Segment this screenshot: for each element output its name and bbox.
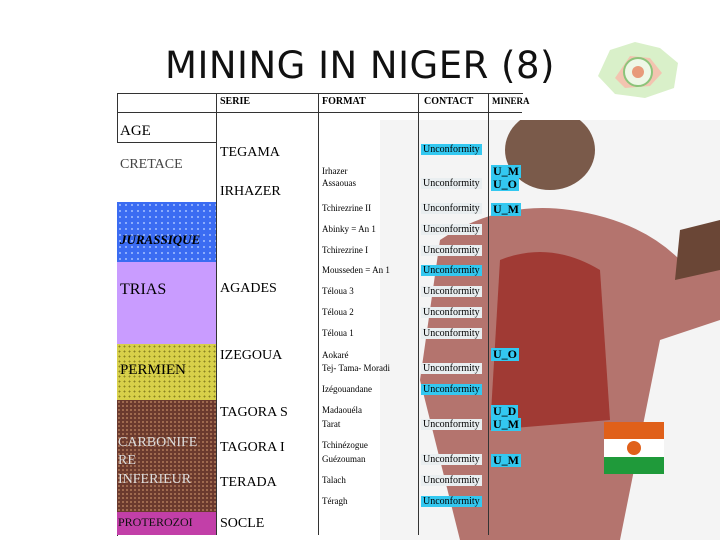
divider xyxy=(418,93,419,535)
contact-unconformity: Unconformity xyxy=(421,384,482,395)
contact-unconformity: Unconformity xyxy=(421,144,482,155)
divider xyxy=(216,93,217,535)
format-item: Abinky = An 1 xyxy=(322,224,376,234)
age-label: AGE xyxy=(120,123,151,139)
format-item: Tej- Tama- Moradi xyxy=(322,363,391,373)
format-item: Tchirezrine II xyxy=(322,203,372,213)
contact-unconformity: Unconformity xyxy=(421,328,482,339)
contact-unconformity: Unconformity xyxy=(421,178,482,189)
contact-unconformity: Unconformity xyxy=(421,245,482,256)
format-item: Tchirezrine I xyxy=(322,245,369,255)
contact-unconformity: Unconformity xyxy=(421,419,482,430)
age-label-proterozoi: PROTEROZOI xyxy=(118,515,193,529)
format-item: Téloua 2 xyxy=(322,307,354,317)
contact-unconformity: Unconformity xyxy=(421,203,482,214)
header-format: FORMAT xyxy=(322,96,366,107)
mineral-badge: U_D xyxy=(491,404,519,418)
mineral-badge: U_M xyxy=(491,417,521,431)
serie-tagora-s: TAGORA S xyxy=(220,405,288,420)
contact-unconformity: Unconformity xyxy=(421,475,482,486)
format-item: Aokaré xyxy=(322,350,349,360)
mineral-badge: U_M xyxy=(491,453,521,467)
age-band-permien xyxy=(117,344,216,400)
age-label-trias: TRIAS xyxy=(120,281,167,298)
serie-tagora-i: TAGORA I xyxy=(220,440,285,455)
format-item: Tchinézogue xyxy=(322,440,368,450)
serie-socle: SOCLE xyxy=(220,516,265,531)
contact-unconformity: Unconformity xyxy=(421,286,482,297)
format-item: Talach xyxy=(322,475,346,485)
niger-map-seal-icon xyxy=(598,42,678,98)
age-band-carbonifere xyxy=(117,400,216,512)
format-item: Irhazer xyxy=(322,166,348,176)
divider xyxy=(117,112,522,113)
mineral-badge: U_O xyxy=(491,347,519,361)
mineral-badge: U_M xyxy=(491,164,521,178)
niger-flag-icon xyxy=(604,422,664,474)
serie-izegoua: IZEGOUA xyxy=(220,348,283,363)
contact-unconformity: Unconformity xyxy=(421,265,482,276)
format-item: Madaouéla xyxy=(322,405,362,415)
contact-unconformity: Unconformity xyxy=(421,454,482,465)
page-title: MINING IN NIGER (8) xyxy=(165,44,555,87)
format-item: Mousseden = An 1 xyxy=(322,265,390,275)
divider xyxy=(318,93,319,535)
mineral-badge: U_O xyxy=(491,177,519,191)
format-item: Téragh xyxy=(322,496,348,506)
age-band-cretace xyxy=(117,142,216,203)
header-contact: CONTACT xyxy=(424,96,474,107)
contact-unconformity: Unconformity xyxy=(421,363,482,374)
serie-terada: TERADA xyxy=(220,475,277,490)
mineral-badge: U_M xyxy=(491,202,521,216)
age-band-trias xyxy=(117,262,216,344)
serie-agades: AGADES xyxy=(220,281,277,296)
contact-unconformity: Unconformity xyxy=(421,307,482,318)
format-item: Guézouman xyxy=(322,454,366,464)
age-label-cretace: CRETACE xyxy=(120,157,183,172)
header-serie: SERIE xyxy=(220,96,251,107)
age-label-carbonifere-2: RE xyxy=(118,453,136,468)
age-label-jurassique: JURASSIQUE xyxy=(120,232,201,247)
format-item: Izégouandane xyxy=(322,384,372,394)
divider xyxy=(488,93,489,535)
format-item: Assaouas xyxy=(322,178,356,188)
age-label-carbonifere-3: INFERIEUR xyxy=(118,472,192,487)
age-band-jurassique xyxy=(117,202,216,262)
age-band-proterozoi xyxy=(117,512,216,535)
header-minera: MINERA xyxy=(492,96,530,106)
age-label-permien: PERMIEN xyxy=(120,362,186,378)
serie-tegama: TEGAMA xyxy=(220,145,280,160)
age-label-carbonifere-1: CARBONIFE xyxy=(118,435,198,450)
serie-irhazer: IRHAZER xyxy=(220,184,281,199)
contact-unconformity: Unconformity xyxy=(421,224,482,235)
contact-unconformity: Unconformity xyxy=(421,496,482,507)
format-item: Téloua 1 xyxy=(322,328,354,338)
format-item: Téloua 3 xyxy=(322,286,354,296)
format-item: Tarat xyxy=(322,419,341,429)
